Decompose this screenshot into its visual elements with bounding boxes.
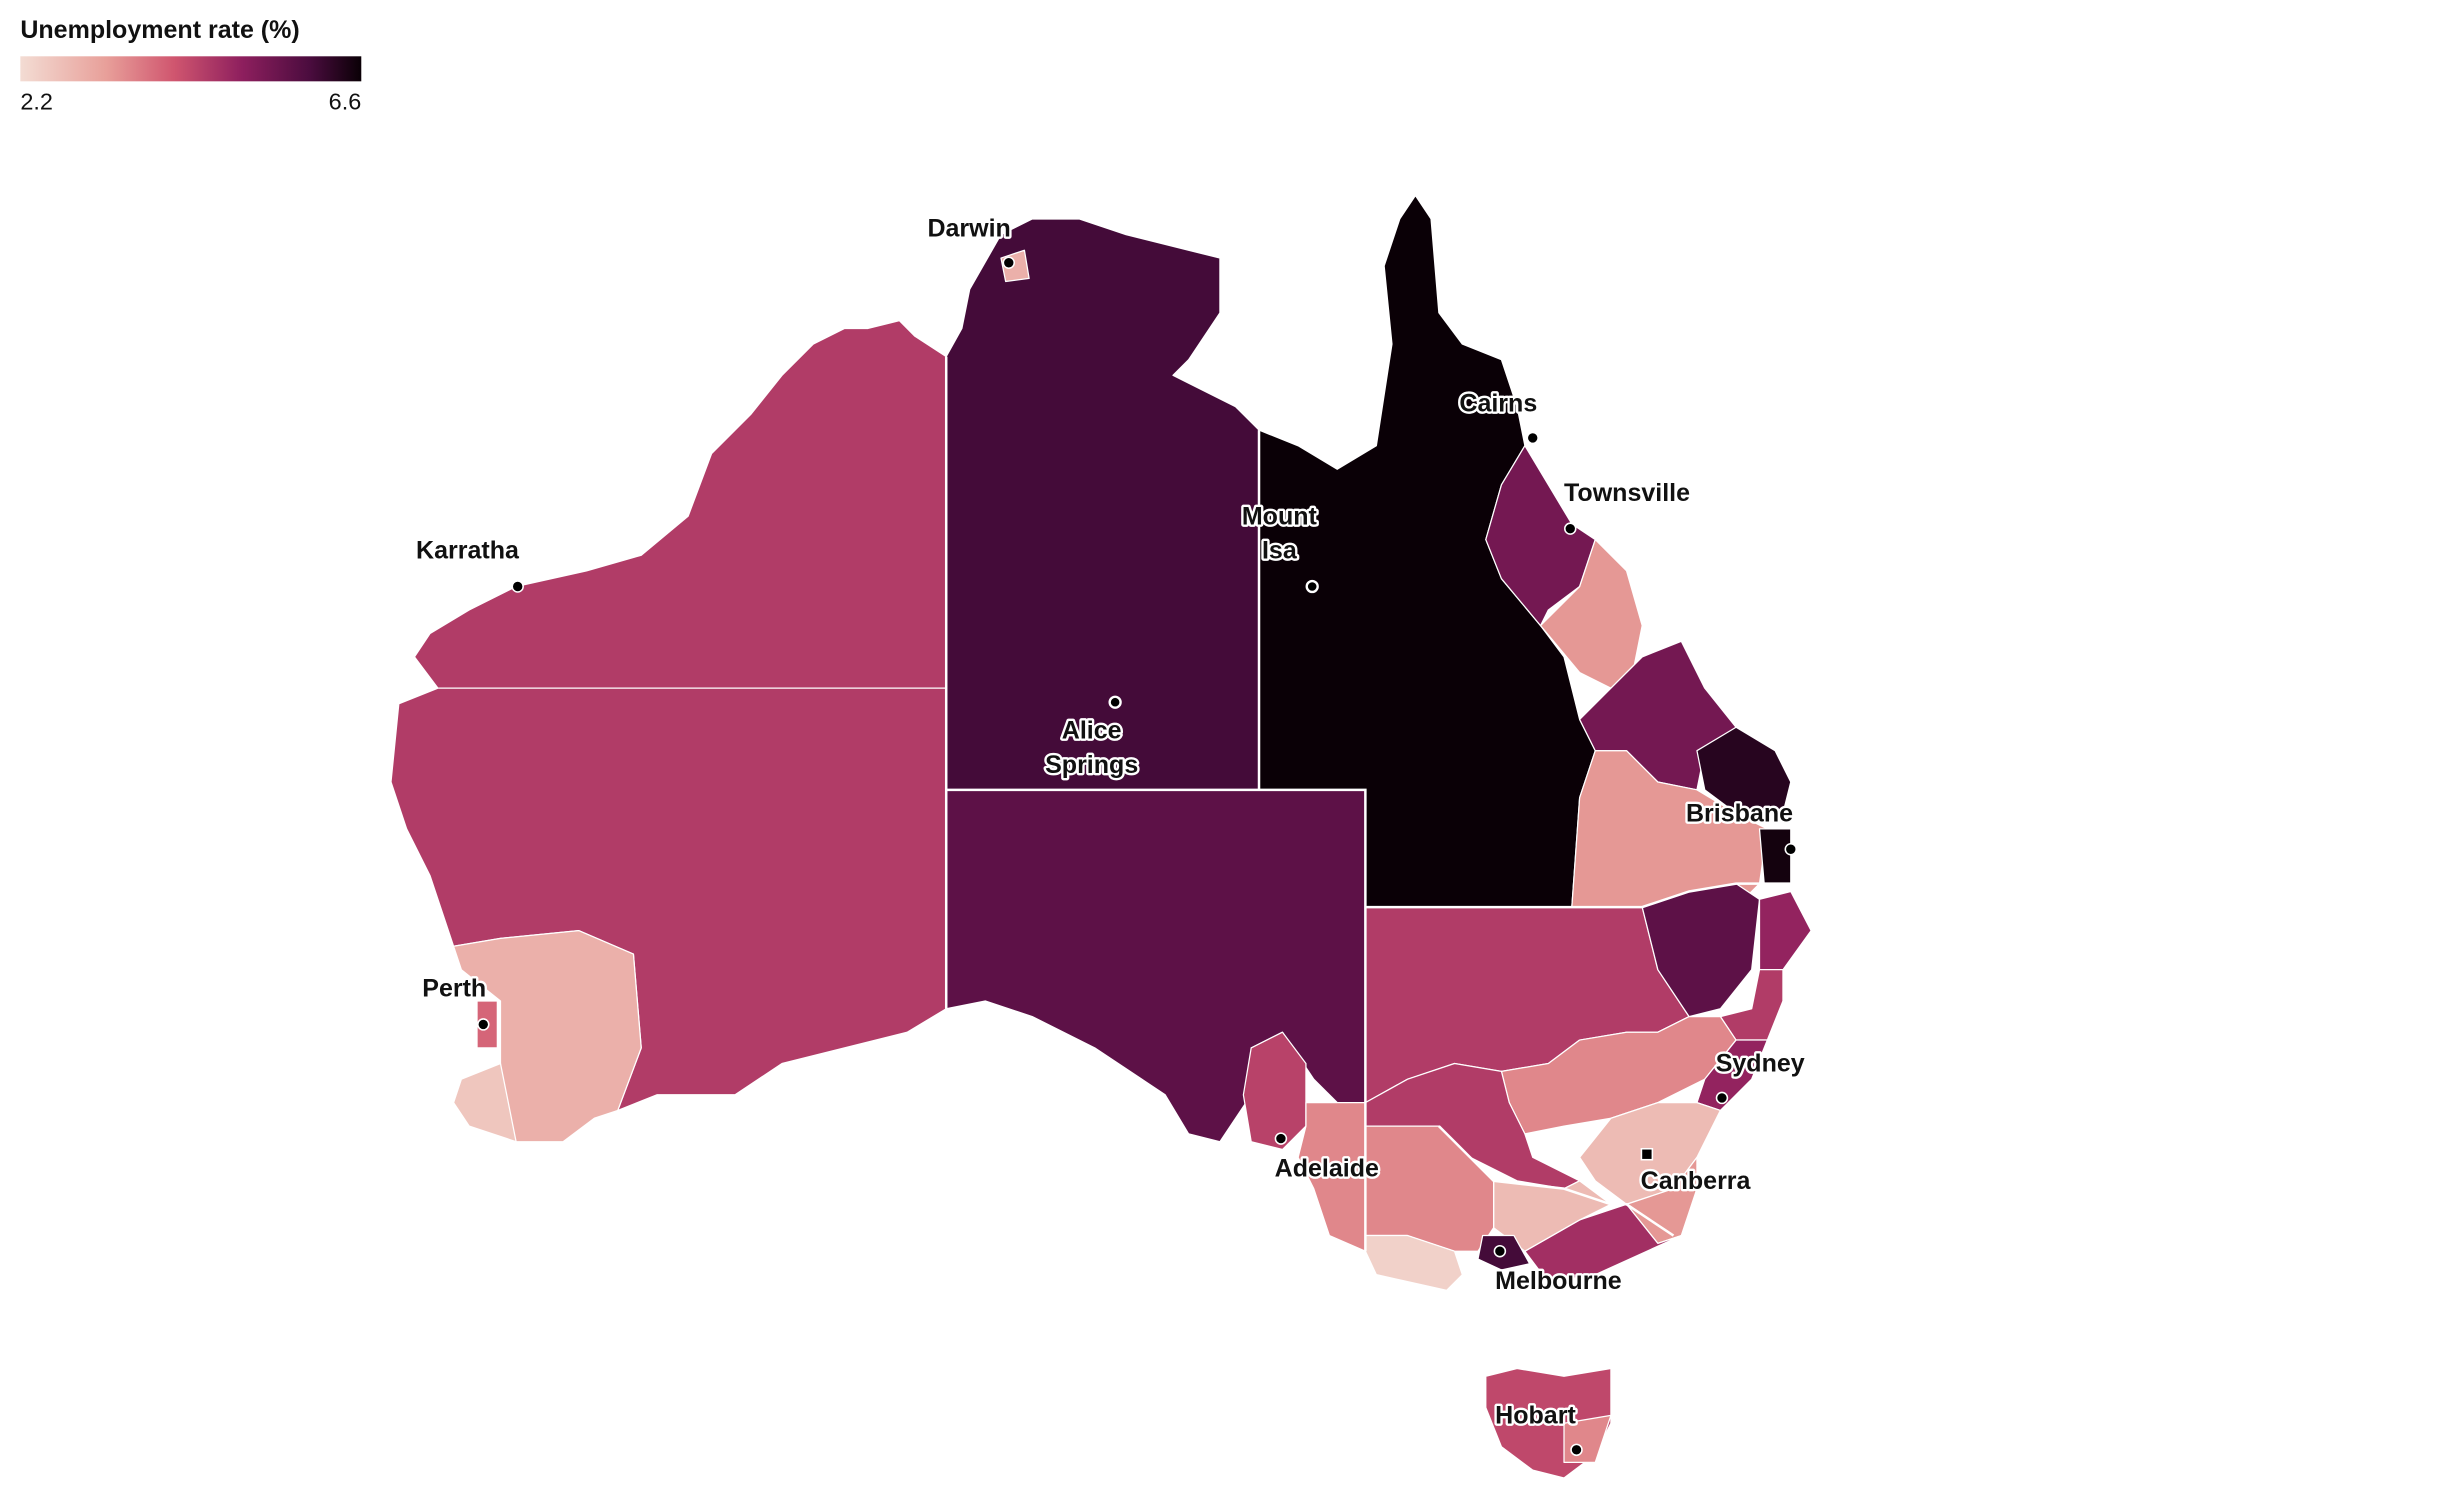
city-marker (1784, 842, 1798, 856)
region (452, 1062, 517, 1143)
city-label: Darwin (927, 215, 1010, 243)
state-borders (944, 356, 1791, 1252)
city-marker (1108, 695, 1122, 709)
city-marker (1305, 579, 1319, 594)
region (1242, 1031, 1307, 1151)
region (1758, 828, 1792, 885)
city-marker (1564, 522, 1577, 535)
city-label: Isa (1262, 537, 1298, 565)
city-marker (1274, 1132, 1288, 1145)
city-label: Springs (1045, 751, 1138, 779)
legend-ramp (20, 56, 362, 82)
city-marker (1570, 1443, 1583, 1457)
city-marker (1715, 1091, 1729, 1105)
map-root: Unemployment rate (%) 2.2 6.6 Darwin Karr… (20, 16, 1812, 1479)
region (1492, 1180, 1612, 1252)
region (1524, 1203, 1682, 1284)
city-marker (477, 1018, 490, 1031)
city-label: Canberra (1641, 1167, 1752, 1195)
city-label: Karratha (416, 537, 520, 565)
city-marker (511, 580, 524, 593)
border (1437, 1125, 1675, 1237)
region (1758, 890, 1812, 971)
region (1364, 1234, 1463, 1291)
region (413, 319, 947, 689)
region (1696, 726, 1792, 814)
region (945, 218, 1260, 791)
city-label: Sydney (1716, 1050, 1805, 1078)
border (946, 788, 1367, 1103)
city-marker (1002, 256, 1016, 270)
city-label: Brisbane (1686, 799, 1793, 827)
legend-title: Unemployment rate (%) (20, 16, 299, 44)
city-marker (1493, 1244, 1507, 1258)
region (1539, 538, 1643, 689)
city-label: Melbourne (1495, 1267, 1622, 1295)
city-label: Perth (422, 975, 486, 1003)
city-label: Hobart (1495, 1402, 1576, 1430)
city-label: Cairns (1459, 390, 1537, 418)
city-marker (1526, 431, 1539, 445)
city-label: Townsville (1564, 479, 1690, 507)
legend-min: 2.2 (20, 88, 53, 114)
region (1485, 445, 1596, 627)
legend-max: 6.6 (329, 88, 362, 114)
cities: Darwin Karratha Perth Alice Springs Mount Isa C… (414, 212, 1807, 1457)
city-label: Alice (1062, 717, 1122, 745)
city-marker (1640, 1147, 1654, 1161)
border (1365, 882, 1791, 909)
city-label: Mount (1242, 502, 1318, 530)
region (390, 687, 947, 1112)
city-label: Adelaide (1275, 1154, 1379, 1182)
